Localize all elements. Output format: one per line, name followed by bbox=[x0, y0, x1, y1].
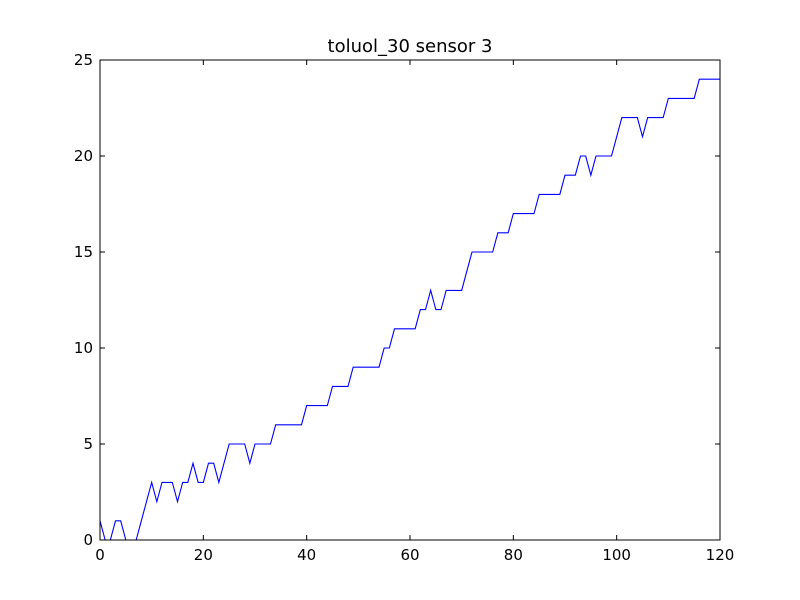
y-tick-label: 20 bbox=[74, 147, 93, 165]
x-tick-label: 60 bbox=[400, 546, 419, 564]
chart-title: toluol_30 sensor 3 bbox=[328, 36, 493, 57]
y-tick-label: 0 bbox=[83, 531, 93, 549]
x-tick-label: 80 bbox=[504, 546, 523, 564]
y-tick-label: 5 bbox=[83, 435, 93, 453]
series-line-0 bbox=[99, 78, 720, 541]
y-tick-label: 10 bbox=[74, 339, 93, 357]
y-tick-label: 15 bbox=[74, 243, 93, 261]
x-tick-label: 20 bbox=[194, 546, 213, 564]
x-tick-label: 100 bbox=[602, 546, 631, 564]
x-tick-label: 0 bbox=[95, 546, 105, 564]
plot-area: 0 20 40 60 80 100 120 0 5 10 15 20 25 bbox=[74, 51, 734, 564]
x-tick-label: 40 bbox=[297, 546, 316, 564]
y-tick-label: 25 bbox=[74, 51, 93, 69]
x-tick-label: 120 bbox=[706, 546, 735, 564]
axes-frame bbox=[99, 59, 721, 541]
